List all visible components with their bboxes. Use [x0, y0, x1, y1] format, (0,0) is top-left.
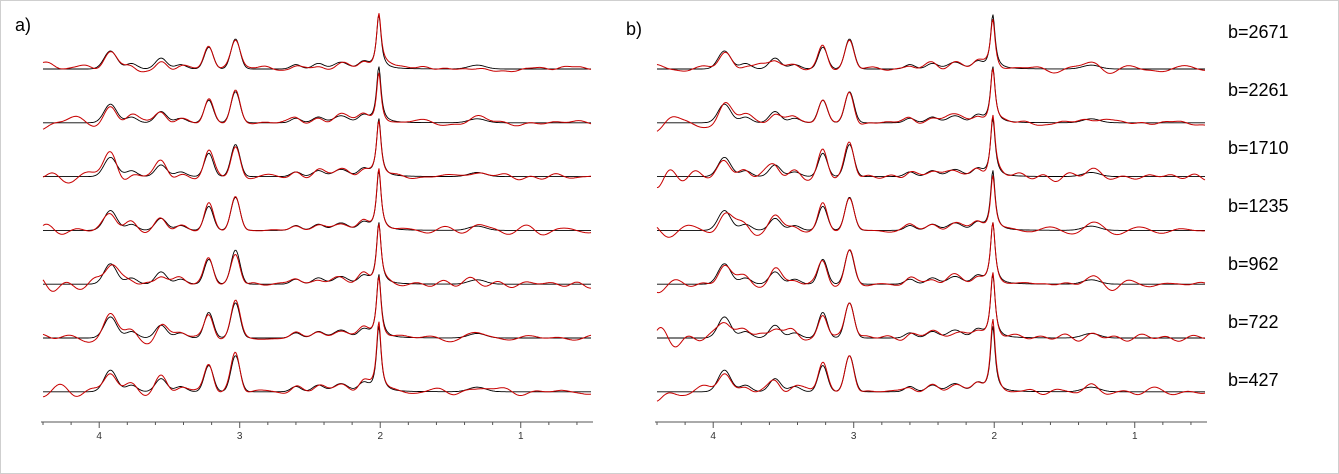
panel-b-spectra-plot: 4 3 2 1: [655, 14, 1207, 442]
data-trace: [656, 272, 1206, 348]
svg-text:3: 3: [851, 431, 857, 442]
data-trace: [42, 72, 592, 130]
b-value-label: b=1710: [1228, 138, 1289, 158]
data-trace: [42, 276, 592, 345]
b-value-label: b=962: [1228, 254, 1279, 274]
svg-text:2: 2: [377, 431, 383, 442]
fit-trace: [657, 118, 1205, 178]
fit-trace: [43, 118, 591, 178]
fit-trace: [43, 14, 591, 70]
data-trace: [42, 321, 592, 398]
panel-b-label: b): [626, 19, 643, 39]
svg-text:2: 2: [991, 431, 997, 442]
fit-trace: [657, 14, 1205, 70]
data-trace: [656, 114, 1206, 189]
svg-text:4: 4: [96, 431, 102, 442]
data-trace: [656, 319, 1206, 402]
fit-trace: [657, 66, 1205, 124]
data-trace: [42, 168, 592, 236]
fit-trace: [43, 170, 591, 231]
fit-trace: [657, 170, 1205, 231]
b-value-label: b=427: [1228, 370, 1279, 390]
data-trace: [42, 13, 592, 73]
svg-text:4: 4: [710, 431, 716, 442]
fit-trace: [43, 222, 591, 285]
fit-trace: [43, 66, 591, 124]
b-value-label: b=2671: [1228, 22, 1289, 42]
fit-trace: [657, 326, 1205, 393]
data-trace: [656, 19, 1206, 74]
data-trace: [42, 223, 591, 292]
b-value-label: b=722: [1228, 312, 1279, 332]
svg-text:3: 3: [237, 431, 243, 442]
data-trace: [656, 222, 1206, 294]
fit-trace: [657, 274, 1205, 339]
panel-a-label: a): [15, 15, 32, 35]
b-value-label: b=1235: [1228, 196, 1289, 216]
fit-trace: [43, 326, 591, 393]
b-value-label: b=2261: [1228, 80, 1289, 100]
data-trace: [42, 120, 591, 184]
svg-text:1: 1: [1132, 431, 1138, 442]
data-trace: [656, 68, 1206, 132]
svg-text:1: 1: [518, 431, 524, 442]
data-trace: [656, 175, 1206, 238]
panel-a-spectra-plot: 4 3 2 1: [41, 13, 593, 442]
